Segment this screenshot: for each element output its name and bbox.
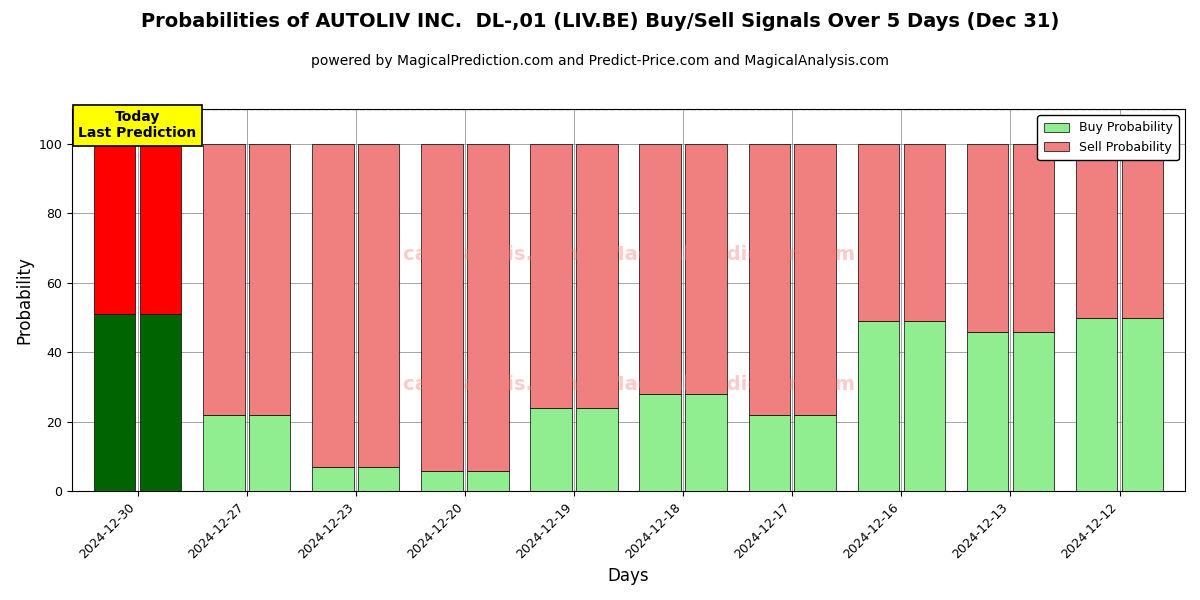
Text: calAnalysis.com    MagicalPrediction.com: calAnalysis.com MagicalPrediction.com <box>402 375 854 394</box>
Bar <box>358 467 400 491</box>
Bar <box>576 408 618 491</box>
Bar <box>904 144 944 321</box>
Bar <box>640 394 680 491</box>
Bar <box>94 314 136 491</box>
Bar <box>1076 317 1117 491</box>
Bar <box>1122 144 1163 317</box>
Bar <box>203 144 245 415</box>
Bar <box>1013 144 1054 332</box>
Bar <box>904 321 944 491</box>
Bar <box>248 415 290 491</box>
Bar <box>139 314 181 491</box>
Bar <box>858 321 899 491</box>
Bar <box>749 144 790 415</box>
Bar <box>1122 317 1163 491</box>
Bar <box>358 144 400 467</box>
Bar <box>967 332 1008 491</box>
Bar <box>794 415 836 491</box>
Bar <box>794 144 836 415</box>
Bar <box>421 144 463 470</box>
Bar <box>1013 332 1054 491</box>
Bar <box>530 408 572 491</box>
Bar <box>203 415 245 491</box>
Bar <box>640 144 680 394</box>
Bar <box>685 144 727 394</box>
Bar <box>685 394 727 491</box>
Bar <box>312 144 354 467</box>
Bar <box>858 144 899 321</box>
Bar <box>467 144 509 470</box>
Bar <box>248 144 290 415</box>
Bar <box>749 415 790 491</box>
Legend: Buy Probability, Sell Probability: Buy Probability, Sell Probability <box>1037 115 1178 160</box>
Text: Today
Last Prediction: Today Last Prediction <box>78 110 197 140</box>
Text: powered by MagicalPrediction.com and Predict-Price.com and MagicalAnalysis.com: powered by MagicalPrediction.com and Pre… <box>311 54 889 68</box>
Bar <box>421 470 463 491</box>
Text: Probabilities of AUTOLIV INC.  DL-,01 (LIV.BE) Buy/Sell Signals Over 5 Days (Dec: Probabilities of AUTOLIV INC. DL-,01 (LI… <box>140 12 1060 31</box>
Bar <box>467 470 509 491</box>
Bar <box>94 144 136 314</box>
Bar <box>1076 144 1117 317</box>
Bar <box>576 144 618 408</box>
Y-axis label: Probability: Probability <box>16 256 34 344</box>
Bar <box>530 144 572 408</box>
Text: calAnalysis.com    MagicalPrediction.com: calAnalysis.com MagicalPrediction.com <box>402 245 854 264</box>
Bar <box>139 144 181 314</box>
Bar <box>312 467 354 491</box>
X-axis label: Days: Days <box>607 567 649 585</box>
Bar <box>967 144 1008 332</box>
